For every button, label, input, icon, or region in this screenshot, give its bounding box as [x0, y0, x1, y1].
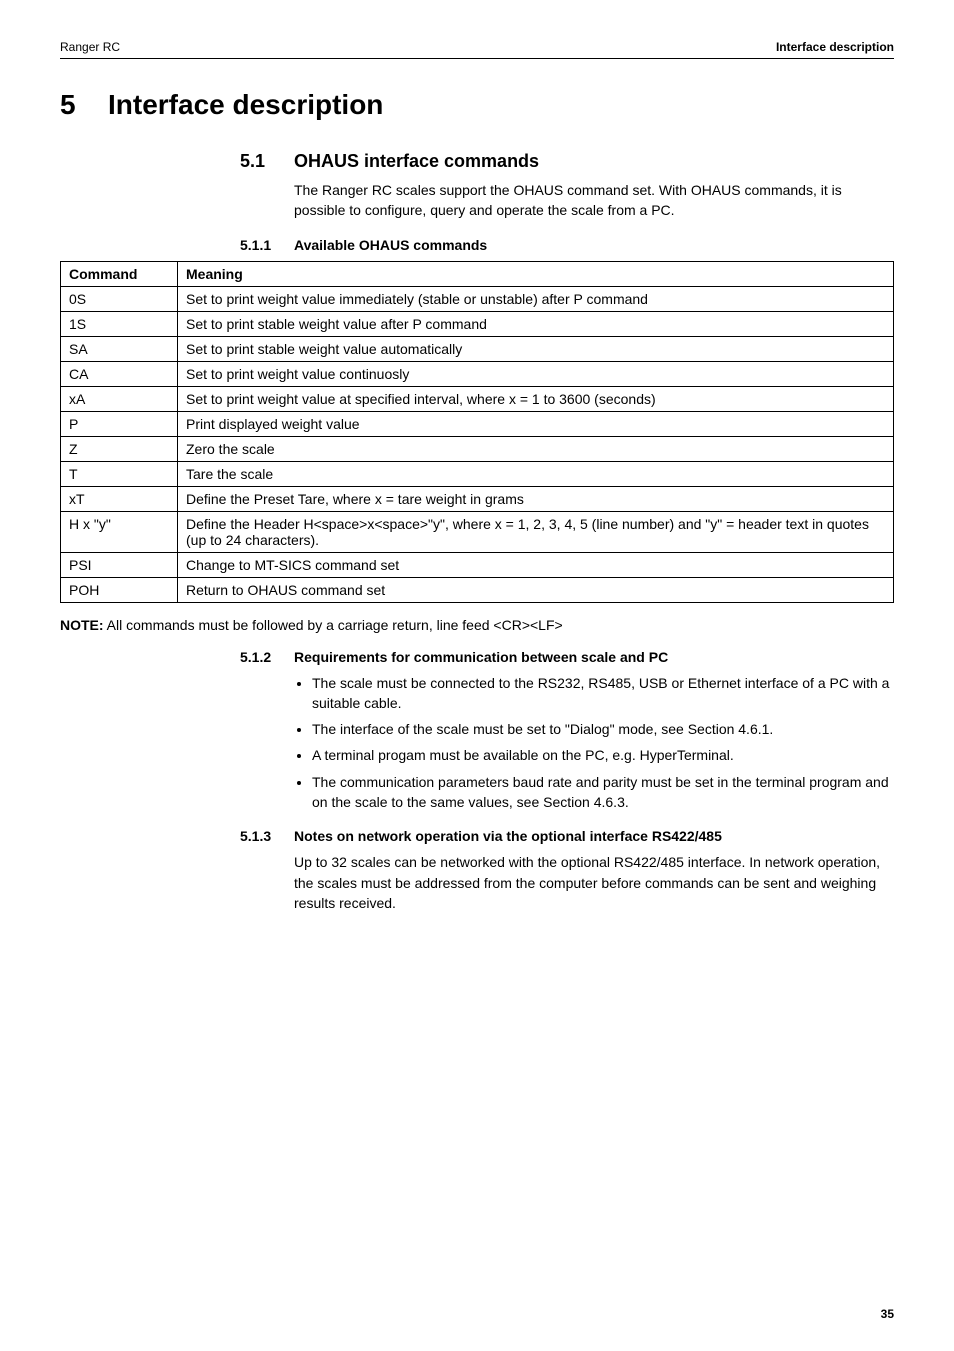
- cell-meaning: Set to print stable weight value after P…: [178, 311, 894, 336]
- page: Ranger RC Interface description 5Interfa…: [0, 0, 954, 1351]
- network-paragraph: Up to 32 scales can be networked with th…: [294, 852, 894, 913]
- cell-meaning: Set to print weight value at specified i…: [178, 386, 894, 411]
- table-row: 0SSet to print weight value immediately …: [61, 286, 894, 311]
- subsubsection-number: 5.1.2: [240, 649, 294, 665]
- subsubsection-heading: 5.1.3 Notes on network operation via the…: [240, 828, 894, 844]
- requirements-list: The scale must be connected to the RS232…: [294, 673, 894, 813]
- cell-command: H x "y": [61, 511, 178, 552]
- cell-command: SA: [61, 336, 178, 361]
- subsubsection-number: 5.1.1: [240, 237, 294, 253]
- table-row: 1SSet to print stable weight value after…: [61, 311, 894, 336]
- list-item: The communication parameters baud rate a…: [312, 772, 894, 813]
- subsection-heading: 5.1 OHAUS interface commands: [240, 151, 894, 172]
- cell-command: P: [61, 411, 178, 436]
- subsubsection-number: 5.1.3: [240, 828, 294, 844]
- table-header-row: Command Meaning: [61, 261, 894, 286]
- cell-meaning: Set to print stable weight value automat…: [178, 336, 894, 361]
- section-title: 5Interface description: [60, 89, 894, 121]
- subsubsection-title: Available OHAUS commands: [294, 237, 487, 253]
- subsubsection-title: Requirements for communication between s…: [294, 649, 668, 665]
- cell-meaning: Set to print weight value continuosly: [178, 361, 894, 386]
- subsection-title: OHAUS interface commands: [294, 151, 539, 172]
- table-row: PSIChange to MT-SICS command set: [61, 552, 894, 577]
- table-row: PPrint displayed weight value: [61, 411, 894, 436]
- cell-command: CA: [61, 361, 178, 386]
- running-header: Ranger RC Interface description: [60, 40, 894, 59]
- cell-command: POH: [61, 577, 178, 602]
- section-5-1: 5.1 OHAUS interface commands The Ranger …: [240, 151, 894, 253]
- note-text: All commands must be followed by a carri…: [104, 617, 563, 633]
- header-left: Ranger RC: [60, 40, 120, 54]
- cell-command: xA: [61, 386, 178, 411]
- table-row: xASet to print weight value at specified…: [61, 386, 894, 411]
- list-item: The interface of the scale must be set t…: [312, 719, 894, 739]
- table-row: SASet to print stable weight value autom…: [61, 336, 894, 361]
- header-right: Interface description: [776, 40, 894, 54]
- note-label: NOTE:: [60, 617, 104, 633]
- cell-meaning: Tare the scale: [178, 461, 894, 486]
- cell-meaning: Print displayed weight value: [178, 411, 894, 436]
- list-item: A terminal progam must be available on t…: [312, 745, 894, 765]
- cell-meaning: Define the Header H<space>x<space>"y", w…: [178, 511, 894, 552]
- table-header-meaning: Meaning: [178, 261, 894, 286]
- cell-meaning: Change to MT-SICS command set: [178, 552, 894, 577]
- commands-table: Command Meaning 0SSet to print weight va…: [60, 261, 894, 603]
- subsubsection-heading: 5.1.2 Requirements for communication bet…: [240, 649, 894, 665]
- section-text: Interface description: [108, 89, 383, 120]
- cell-command: Z: [61, 436, 178, 461]
- cell-meaning: Return to OHAUS command set: [178, 577, 894, 602]
- subsubsection-title: Notes on network operation via the optio…: [294, 828, 722, 844]
- table-row: CASet to print weight value continuosly: [61, 361, 894, 386]
- note-line: NOTE: All commands must be followed by a…: [60, 617, 894, 633]
- section-5-1-2: 5.1.2 Requirements for communication bet…: [240, 649, 894, 914]
- list-item: The scale must be connected to the RS232…: [312, 673, 894, 714]
- table-row: H x "y"Define the Header H<space>x<space…: [61, 511, 894, 552]
- table-row: TTare the scale: [61, 461, 894, 486]
- cell-command: xT: [61, 486, 178, 511]
- cell-command: T: [61, 461, 178, 486]
- subsubsection-heading: 5.1.1 Available OHAUS commands: [240, 237, 894, 253]
- cell-meaning: Set to print weight value immediately (s…: [178, 286, 894, 311]
- section-number: 5: [60, 89, 108, 121]
- cell-meaning: Zero the scale: [178, 436, 894, 461]
- page-number: 35: [881, 1307, 894, 1321]
- cell-command: 1S: [61, 311, 178, 336]
- intro-paragraph: The Ranger RC scales support the OHAUS c…: [294, 180, 894, 221]
- cell-meaning: Define the Preset Tare, where x = tare w…: [178, 486, 894, 511]
- cell-command: 0S: [61, 286, 178, 311]
- table-header-command: Command: [61, 261, 178, 286]
- table-row: xTDefine the Preset Tare, where x = tare…: [61, 486, 894, 511]
- table-row: ZZero the scale: [61, 436, 894, 461]
- cell-command: PSI: [61, 552, 178, 577]
- table-row: POHReturn to OHAUS command set: [61, 577, 894, 602]
- subsection-number: 5.1: [240, 151, 294, 172]
